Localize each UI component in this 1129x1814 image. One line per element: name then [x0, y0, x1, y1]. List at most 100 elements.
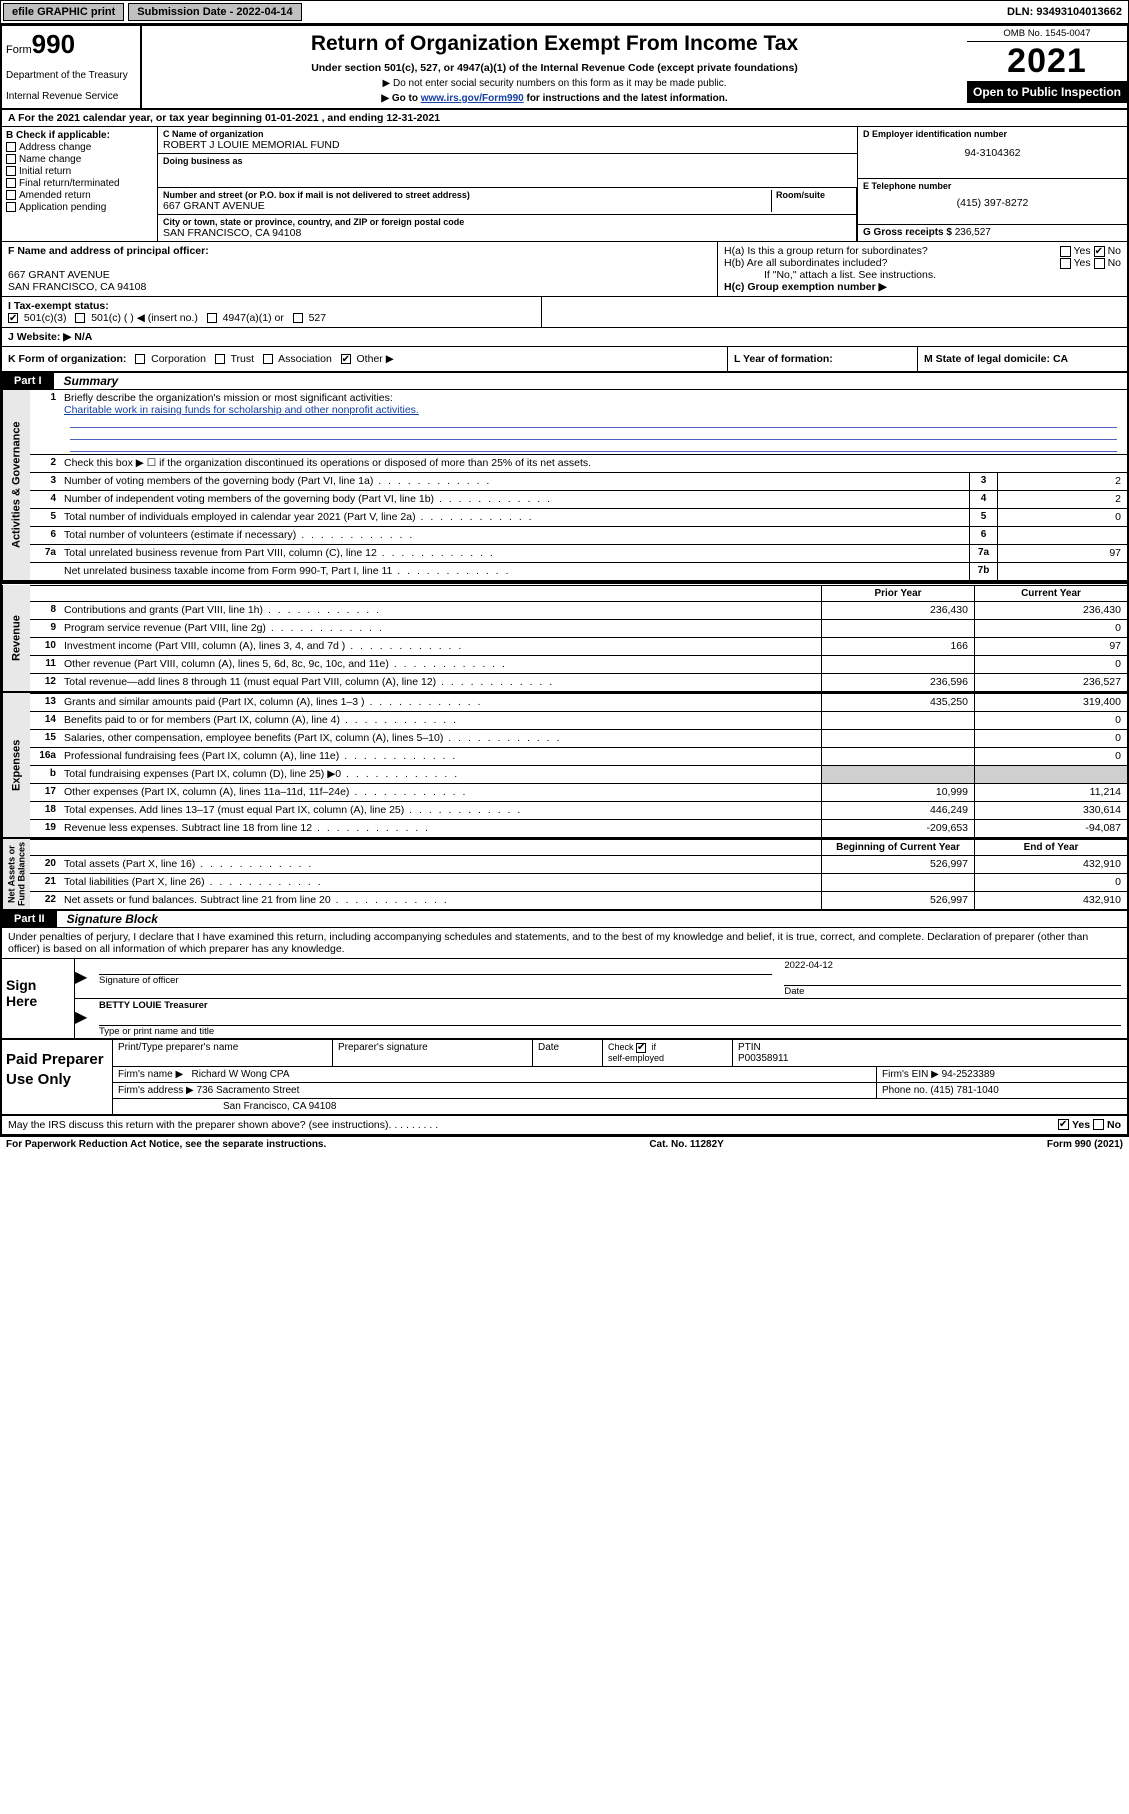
sig-date-label: Date: [784, 985, 1121, 997]
check-amended-return[interactable]: [6, 190, 16, 200]
open-to-public: Open to Public Inspection: [967, 81, 1127, 103]
omb-number: OMB No. 1545-0047: [967, 26, 1127, 42]
tab-expenses: Expenses: [2, 693, 30, 837]
efile-print-button[interactable]: efile GRAPHIC print: [3, 3, 124, 21]
ptin-label: PTIN: [738, 1042, 761, 1053]
h-c-label: H(c) Group exemption number ▶: [724, 281, 887, 293]
summary-net-assets: Net Assets orFund Balances Beginning of …: [2, 839, 1127, 911]
preparer-sig-label: Preparer's signature: [333, 1040, 533, 1066]
check-501c3[interactable]: [8, 313, 18, 323]
paperwork-notice: For Paperwork Reduction Act Notice, see …: [6, 1139, 326, 1150]
summary-row-5: 5Total number of individuals employed in…: [30, 508, 1127, 526]
summary-governance: Activities & Governance 1 Briefly descri…: [2, 390, 1127, 582]
row-j-website: J Website: ▶ N/A: [2, 328, 1127, 347]
summary-row-18: 18Total expenses. Add lines 13–17 (must …: [30, 801, 1127, 819]
box-b-checks: B Check if applicable: Address change Na…: [2, 127, 157, 241]
row-i: I Tax-exempt status: 501(c)(3) 501(c) ( …: [2, 297, 1127, 328]
firm-ein: 94-2523389: [942, 1069, 995, 1080]
summary-row-13: 13Grants and similar amounts paid (Part …: [30, 693, 1127, 711]
check-application-pending[interactable]: [6, 202, 16, 212]
line1-label: Briefly describe the organization's miss…: [64, 392, 393, 404]
summary-row-11: 11Other revenue (Part VIII, column (A), …: [30, 655, 1127, 673]
principal-officer-label: F Name and address of principal officer:: [8, 245, 209, 257]
tab-governance: Activities & Governance: [2, 390, 30, 580]
check-name-change[interactable]: [6, 154, 16, 164]
form-subtitle: Under section 501(c), 527, or 4947(a)(1)…: [148, 62, 961, 74]
firm-phone: (415) 781-1040: [930, 1085, 998, 1096]
hb-yes[interactable]: [1060, 258, 1071, 269]
check-final-return[interactable]: [6, 178, 16, 188]
firm-name: Richard W Wong CPA: [192, 1069, 290, 1080]
gross-receipts-label: G Gross receipts $: [863, 227, 952, 238]
check-corporation[interactable]: [135, 354, 145, 364]
phone-label: E Telephone number: [863, 181, 1122, 191]
sign-here-label: Sign Here: [2, 959, 74, 1038]
print-preparer-label: Print/Type preparer's name: [113, 1040, 333, 1066]
firm-addr1: 736 Sacramento Street: [197, 1085, 300, 1096]
gross-receipts: 236,527: [955, 227, 991, 238]
irs-link[interactable]: www.irs.gov/Form990: [421, 93, 524, 104]
ptin: P00358911: [738, 1053, 788, 1064]
check-association[interactable]: [263, 354, 273, 364]
mission-text[interactable]: Charitable work in raising funds for sch…: [64, 404, 419, 416]
state-domicile: M State of legal domicile: CA: [924, 353, 1068, 365]
sig-arrow-icon-2: ▶: [75, 999, 93, 1038]
summary-row-10: 10Investment income (Part VIII, column (…: [30, 637, 1127, 655]
footer: For Paperwork Reduction Act Notice, see …: [0, 1137, 1129, 1152]
form-header: Form990 Department of the Treasury Inter…: [2, 26, 1127, 110]
hb-no[interactable]: [1094, 258, 1105, 269]
city: SAN FRANCISCO, CA 94108: [163, 227, 851, 239]
hdr-begin-year: Beginning of Current Year: [821, 840, 974, 855]
summary-row-21: 21Total liabilities (Part X, line 26)0: [30, 873, 1127, 891]
discuss-no[interactable]: [1093, 1119, 1104, 1130]
sig-officer-label: Signature of officer: [99, 974, 772, 986]
instr-goto: ▶ Go to www.irs.gov/Form990 for instruct…: [148, 93, 961, 104]
summary-revenue: Revenue Prior Year Current Year 8Contrib…: [2, 585, 1127, 693]
check-501c[interactable]: [75, 313, 85, 323]
irs-label: Internal Revenue Service: [6, 91, 136, 102]
form-ref: Form 990 (2021): [1047, 1139, 1123, 1150]
ha-no[interactable]: [1094, 246, 1105, 257]
summary-row-3: 3Number of voting members of the governi…: [30, 472, 1127, 490]
submission-date-button[interactable]: Submission Date - 2022-04-14: [128, 3, 301, 21]
part-ii-header: Part II Signature Block: [2, 911, 1127, 928]
summary-row-17: 17Other expenses (Part IX, column (A), l…: [30, 783, 1127, 801]
discuss-yes[interactable]: [1058, 1119, 1069, 1130]
check-trust[interactable]: [215, 354, 225, 364]
row-a-tax-year: A For the 2021 calendar year, or tax yea…: [2, 110, 1127, 127]
street-label: Number and street (or P.O. box if mail i…: [163, 190, 771, 200]
summary-row-22: 22Net assets or fund balances. Subtract …: [30, 891, 1127, 909]
summary-row-19: 19Revenue less expenses. Subtract line 1…: [30, 819, 1127, 837]
dept-treasury: Department of the Treasury: [6, 70, 136, 81]
sign-here: Sign Here ▶ Signature of officer 2022-04…: [2, 959, 1127, 1040]
firm-addr2: San Francisco, CA 94108: [113, 1099, 1127, 1114]
ha-yes[interactable]: [1060, 246, 1071, 257]
paid-preparer: Paid Preparer Use Only Print/Type prepar…: [2, 1040, 1127, 1116]
part-i-header: Part I Summary: [2, 373, 1127, 390]
cat-no: Cat. No. 11282Y: [649, 1139, 723, 1150]
type-print-label: Type or print name and title: [99, 1025, 1121, 1037]
summary-row-4: 4Number of independent voting members of…: [30, 490, 1127, 508]
check-address-change[interactable]: [6, 142, 16, 152]
officer-addr1: 667 GRANT AVENUE: [8, 269, 110, 281]
summary-row-20: 20Total assets (Part X, line 16)526,9974…: [30, 855, 1127, 873]
tax-year: 2021: [967, 42, 1127, 81]
hdr-end-year: End of Year: [974, 840, 1127, 855]
summary-expenses: Expenses 13Grants and similar amounts pa…: [2, 693, 1127, 839]
room-label: Room/suite: [776, 190, 851, 200]
hdr-prior-year: Prior Year: [821, 586, 974, 601]
ein: 94-3104362: [863, 147, 1122, 159]
h-b-label: H(b) Are all subordinates included?: [724, 257, 887, 269]
summary-row-14: 14Benefits paid to or for members (Part …: [30, 711, 1127, 729]
check-other[interactable]: [341, 354, 351, 364]
summary-row-6: 6Total number of volunteers (estimate if…: [30, 526, 1127, 544]
check-initial-return[interactable]: [6, 166, 16, 176]
check-4947[interactable]: [207, 313, 217, 323]
check-self-employed[interactable]: [636, 1043, 646, 1053]
hdr-current-year: Current Year: [974, 586, 1127, 601]
officer-addr2: SAN FRANCISCO, CA 94108: [8, 281, 146, 293]
check-527[interactable]: [293, 313, 303, 323]
prep-date-label: Date: [533, 1040, 603, 1066]
instr-ssn: ▶ Do not enter social security numbers o…: [148, 78, 961, 89]
summary-row-7b: Net unrelated business taxable income fr…: [30, 562, 1127, 580]
